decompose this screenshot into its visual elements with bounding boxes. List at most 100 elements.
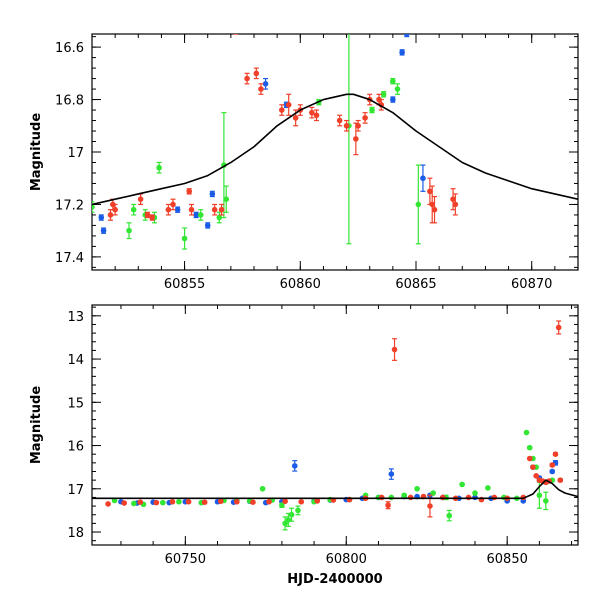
y-tick-label: 17 [67,483,84,498]
model-curve [92,93,578,206]
data-point-red [391,346,398,353]
y-tick-label: 13 [67,310,84,325]
data-point-green [414,485,420,492]
data-point-red [144,212,151,218]
model-curve [92,479,578,500]
data-point-green [415,201,422,208]
data-point-blue [549,468,556,475]
data-point-red [343,122,350,129]
data-point-red [149,214,155,221]
data-point-blue [420,175,426,182]
data-point-red [407,494,414,501]
data-point-red [557,477,564,483]
data-point-red [169,498,176,505]
x-tick-label: 60850 [487,552,528,567]
data-point-blue [291,463,298,469]
data-point-red [258,86,264,92]
x-tick-label: 60870 [511,277,552,292]
x-tick-label: 60865 [395,277,436,292]
data-point-blue [388,471,395,477]
data-point-red [378,494,385,501]
data-point-red [112,206,118,213]
data-point-red [385,502,391,509]
plot-frame [91,304,579,546]
y-tick-label: 18 [67,526,84,541]
data-point-red [549,462,556,468]
data-point-red [282,498,288,505]
data-point-red [313,112,320,119]
data-point-red [429,201,436,208]
data-point-green [390,78,396,84]
data-point-green [394,86,401,92]
data-point-red [526,455,533,462]
data-point-green [536,492,543,499]
y-axis-label: Magnitude [29,113,44,192]
data-point-red [266,498,272,505]
data-point-green [388,494,395,501]
data-point-red [170,201,176,208]
data-point-green [126,227,132,234]
data-point-green [485,485,491,491]
plot-frame [91,33,579,271]
data-point-red [137,196,144,202]
data-point-blue [100,227,107,234]
data-point-red [188,206,195,213]
data-point-green [401,492,407,499]
data-point-red [362,115,368,121]
data-point-red [450,196,456,202]
data-point-green [92,204,95,210]
data-point-red [201,499,208,505]
data-point-red [427,188,433,195]
data-point-green [279,502,285,509]
data-point-red [533,473,539,479]
data-point-red [431,206,438,213]
data-point-green [380,91,387,98]
data-point-green [259,485,266,492]
data-point-red [107,212,114,218]
data-point-green [176,498,182,505]
data-point-red [292,115,299,121]
data-point-red [555,324,562,331]
data-point-blue [98,214,105,221]
data-point-red [427,503,433,509]
data-point-blue [193,212,199,218]
data-point-red [105,501,111,507]
data-point-red [530,464,536,470]
data-point-blue [209,191,216,197]
data-point-green [216,214,223,221]
data-point-red [218,206,225,213]
x-tick-label: 60750 [165,552,206,567]
data-point-red [309,109,315,116]
data-point-red [336,117,343,124]
data-point-green [197,212,204,218]
data-point-green [295,507,301,514]
data-point-green [131,500,137,507]
x-tick-label: 60855 [164,277,205,292]
x-axis-label: HJD-2400000 [287,572,382,587]
data-point-red [137,499,144,505]
data-point-red [491,494,498,501]
data-point-green [288,511,295,518]
data-point-red [552,451,559,457]
y-axis-label: Magnitude [29,386,44,465]
data-point-red [121,500,127,506]
y-tick-label: 16.6 [55,41,84,56]
data-point-green [181,235,188,242]
data-point-blue [390,96,396,103]
data-point-blue [204,222,211,229]
x-tick-label: 60860 [280,277,321,292]
data-point-blue [399,49,405,56]
data-point-red [314,498,321,504]
data-point-green [459,481,465,488]
data-point-red [278,107,285,113]
data-point-red [298,498,305,505]
data-point-red [353,136,359,142]
data-point-blue [174,206,181,213]
data-point-red [250,499,256,505]
data-point-red [452,201,459,208]
data-point-red [440,494,446,501]
data-point-green [160,499,166,506]
data-point-green [472,490,478,496]
data-point-green [446,512,453,519]
